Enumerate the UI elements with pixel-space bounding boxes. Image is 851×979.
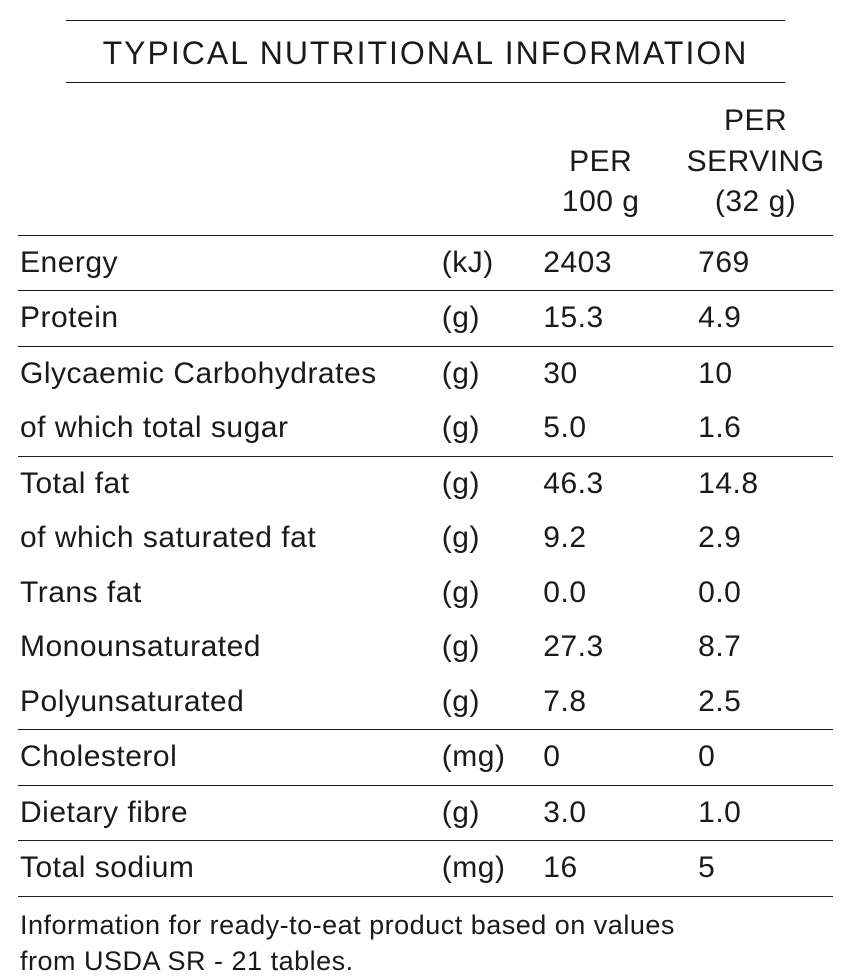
value-per-serving: 10 (678, 346, 833, 401)
nutrient-unit: (mg) (442, 730, 524, 786)
value-per-serving: 8.7 (678, 620, 833, 675)
table-row: Monounsaturated(g)27.38.7 (18, 620, 833, 675)
table-row: Energy(kJ)2403769 (18, 235, 833, 291)
table-row: Total sodium(mg)165 (18, 841, 833, 896)
header-row: PER 100 g PER SERVING (32 g) (18, 83, 833, 235)
nutrition-table: PER 100 g PER SERVING (32 g) Energy(kJ)2… (18, 83, 833, 896)
value-per-serving: 14.8 (678, 456, 833, 511)
table-row: Polyunsaturated(g)7.82.5 (18, 675, 833, 730)
nutrient-name: Trans fat (18, 566, 442, 621)
value-per-100g: 3.0 (523, 785, 678, 841)
value-per-100g: 9.2 (523, 511, 678, 566)
value-per-serving: 769 (678, 235, 833, 291)
nutrient-name: of which total sugar (18, 401, 442, 456)
nutrient-unit: (g) (442, 566, 524, 621)
nutrient-name: Dietary fibre (18, 785, 442, 841)
table-row: Protein(g)15.34.9 (18, 291, 833, 347)
nutrient-unit: (g) (442, 346, 524, 401)
value-per-100g: 30 (523, 346, 678, 401)
nutrient-name: of which saturated fat (18, 511, 442, 566)
nutrient-unit: (g) (442, 675, 524, 730)
value-per-100g: 0 (523, 730, 678, 786)
table-row: Trans fat(g)0.00.0 (18, 566, 833, 621)
nutrient-name: Cholesterol (18, 730, 442, 786)
title-rule-box: TYPICAL NUTRITIONAL INFORMATION (66, 20, 785, 83)
value-per-100g: 0.0 (523, 566, 678, 621)
col-header-per-serving: PER SERVING (32 g) (678, 83, 833, 235)
nutrient-unit: (kJ) (442, 235, 524, 291)
nutrient-unit: (mg) (442, 841, 524, 896)
nutrient-unit: (g) (442, 511, 524, 566)
table-row: Total fat(g)46.314.8 (18, 456, 833, 511)
table-row: of which total sugar(g)5.01.6 (18, 401, 833, 456)
value-per-serving: 0.0 (678, 566, 833, 621)
nutrient-name: Glycaemic Carbohydrates (18, 346, 442, 401)
value-per-100g: 7.8 (523, 675, 678, 730)
value-per-serving: 1.6 (678, 401, 833, 456)
table-row: Dietary fibre(g)3.01.0 (18, 785, 833, 841)
value-per-serving: 5 (678, 841, 833, 896)
nutrient-name: Monounsaturated (18, 620, 442, 675)
nutrient-name: Protein (18, 291, 442, 347)
col-header-per100: PER 100 g (523, 83, 678, 235)
nutrient-unit: (g) (442, 785, 524, 841)
footnote: Information for ready-to-eat product bas… (18, 896, 833, 979)
nutrient-name: Polyunsaturated (18, 675, 442, 730)
nutrient-name: Total sodium (18, 841, 442, 896)
value-per-100g: 27.3 (523, 620, 678, 675)
table-row: Cholesterol(mg)00 (18, 730, 833, 786)
table-row: of which saturated fat(g)9.22.9 (18, 511, 833, 566)
value-per-serving: 2.9 (678, 511, 833, 566)
value-per-100g: 16 (523, 841, 678, 896)
nutrition-panel: TYPICAL NUTRITIONAL INFORMATION PER 100 … (0, 0, 851, 979)
value-per-100g: 15.3 (523, 291, 678, 347)
nutrient-unit: (g) (442, 456, 524, 511)
value-per-serving: 4.9 (678, 291, 833, 347)
nutrient-unit: (g) (442, 620, 524, 675)
nutrient-unit: (g) (442, 401, 524, 456)
value-per-serving: 2.5 (678, 675, 833, 730)
value-per-100g: 46.3 (523, 456, 678, 511)
panel-title: TYPICAL NUTRITIONAL INFORMATION (66, 21, 785, 83)
nutrient-unit: (g) (442, 291, 524, 347)
nutrient-name: Total fat (18, 456, 442, 511)
value-per-serving: 1.0 (678, 785, 833, 841)
value-per-100g: 2403 (523, 235, 678, 291)
value-per-100g: 5.0 (523, 401, 678, 456)
value-per-serving: 0 (678, 730, 833, 786)
table-row: Glycaemic Carbohydrates(g)3010 (18, 346, 833, 401)
nutrient-name: Energy (18, 235, 442, 291)
